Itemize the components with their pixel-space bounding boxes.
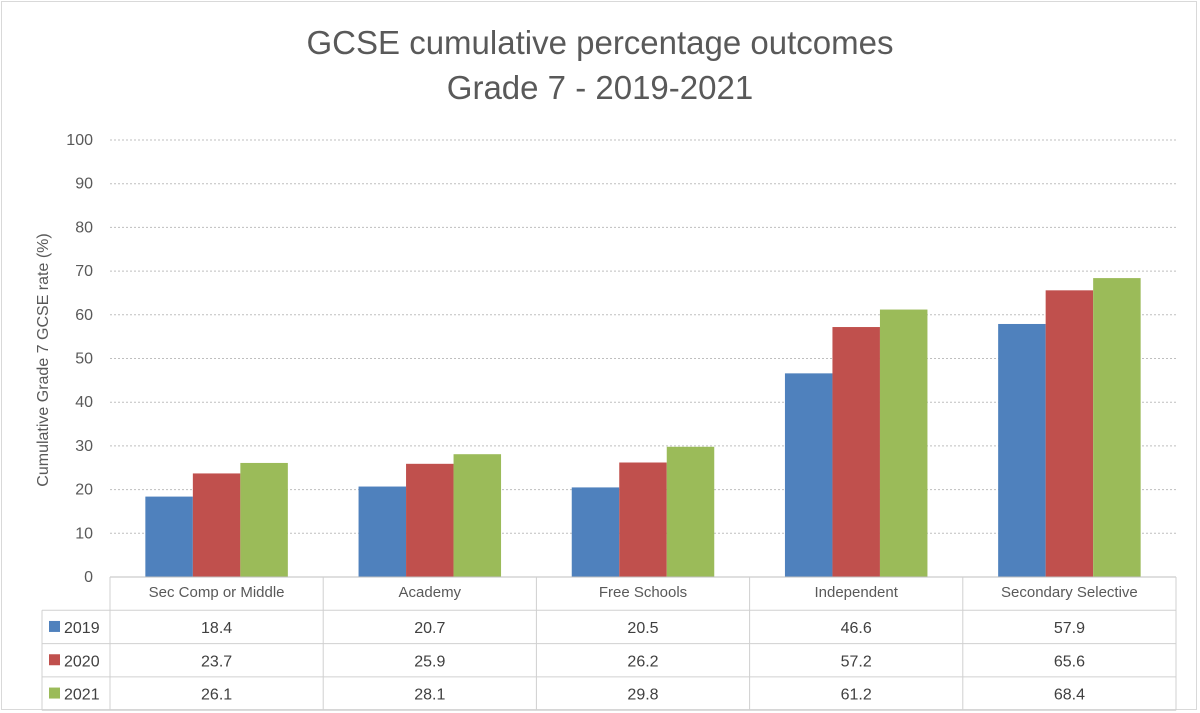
y-tick-label: 80	[75, 219, 93, 236]
y-tick-label: 30	[75, 438, 93, 455]
x-category-label: Academy	[399, 584, 462, 601]
legend-swatch-2019	[49, 620, 60, 632]
bar-2020-4	[1045, 290, 1094, 577]
y-tick-label: 90	[75, 176, 93, 193]
x-category-label: Free Schools	[599, 584, 687, 601]
legend-label: 2021	[64, 687, 100, 704]
bar-2020-0	[192, 473, 241, 577]
chart-title-line-2: Grade 7 - 2019-2021	[446, 69, 754, 106]
bar-2019-1	[358, 486, 407, 577]
bar-2019-4	[998, 323, 1046, 577]
x-category-label: Sec Comp or Middle	[149, 584, 285, 601]
data-label: 28.1	[414, 687, 445, 704]
legend-swatch-2020	[49, 654, 60, 666]
legend-label: 2019	[64, 620, 100, 637]
chart-title: GCSE cumulative percentage outcomes Grad…	[0, 20, 1200, 110]
y-tick-label: 10	[75, 525, 93, 542]
data-label: 25.9	[414, 653, 445, 670]
bar-2020-2	[619, 462, 667, 577]
data-label: 65.6	[1054, 653, 1085, 670]
bar-2020-3	[832, 327, 880, 577]
data-label: 46.6	[841, 620, 872, 637]
x-category-label: Independent	[814, 584, 898, 601]
bar-2019-3	[784, 373, 833, 577]
data-label: 20.7	[414, 620, 445, 637]
data-label: 68.4	[1054, 687, 1085, 704]
data-label: 26.2	[627, 653, 658, 670]
bar-2020-1	[406, 463, 454, 577]
y-tick-label: 20	[75, 482, 93, 499]
y-tick-label: 50	[75, 351, 93, 368]
bar-2021-2	[666, 446, 715, 577]
bar-2021-0	[240, 462, 288, 577]
data-label: 26.1	[201, 687, 232, 704]
data-label: 57.2	[841, 653, 872, 670]
y-tick-label: 40	[75, 394, 93, 411]
bar-2021-1	[453, 454, 502, 577]
bar-2021-4	[1093, 278, 1141, 577]
data-label: 23.7	[201, 653, 232, 670]
bar-2019-0	[145, 496, 193, 577]
legend-swatch-2021	[49, 687, 60, 699]
bar-2019-2	[571, 487, 620, 577]
y-tick-label: 70	[75, 263, 93, 280]
data-label: 61.2	[841, 687, 872, 704]
data-label: 57.9	[1054, 620, 1085, 637]
y-tick-label: 60	[75, 307, 93, 324]
bar-2021-3	[879, 309, 928, 577]
data-label: 20.5	[627, 620, 658, 637]
data-label: 18.4	[201, 620, 232, 637]
y-tick-label: 100	[66, 132, 93, 149]
legend-label: 2020	[64, 653, 100, 670]
y-tick-label: 0	[84, 569, 93, 586]
chart-title-line-1: GCSE cumulative percentage outcomes	[306, 24, 894, 61]
x-category-label: Secondary Selective	[1001, 584, 1138, 601]
data-label: 29.8	[627, 687, 658, 704]
